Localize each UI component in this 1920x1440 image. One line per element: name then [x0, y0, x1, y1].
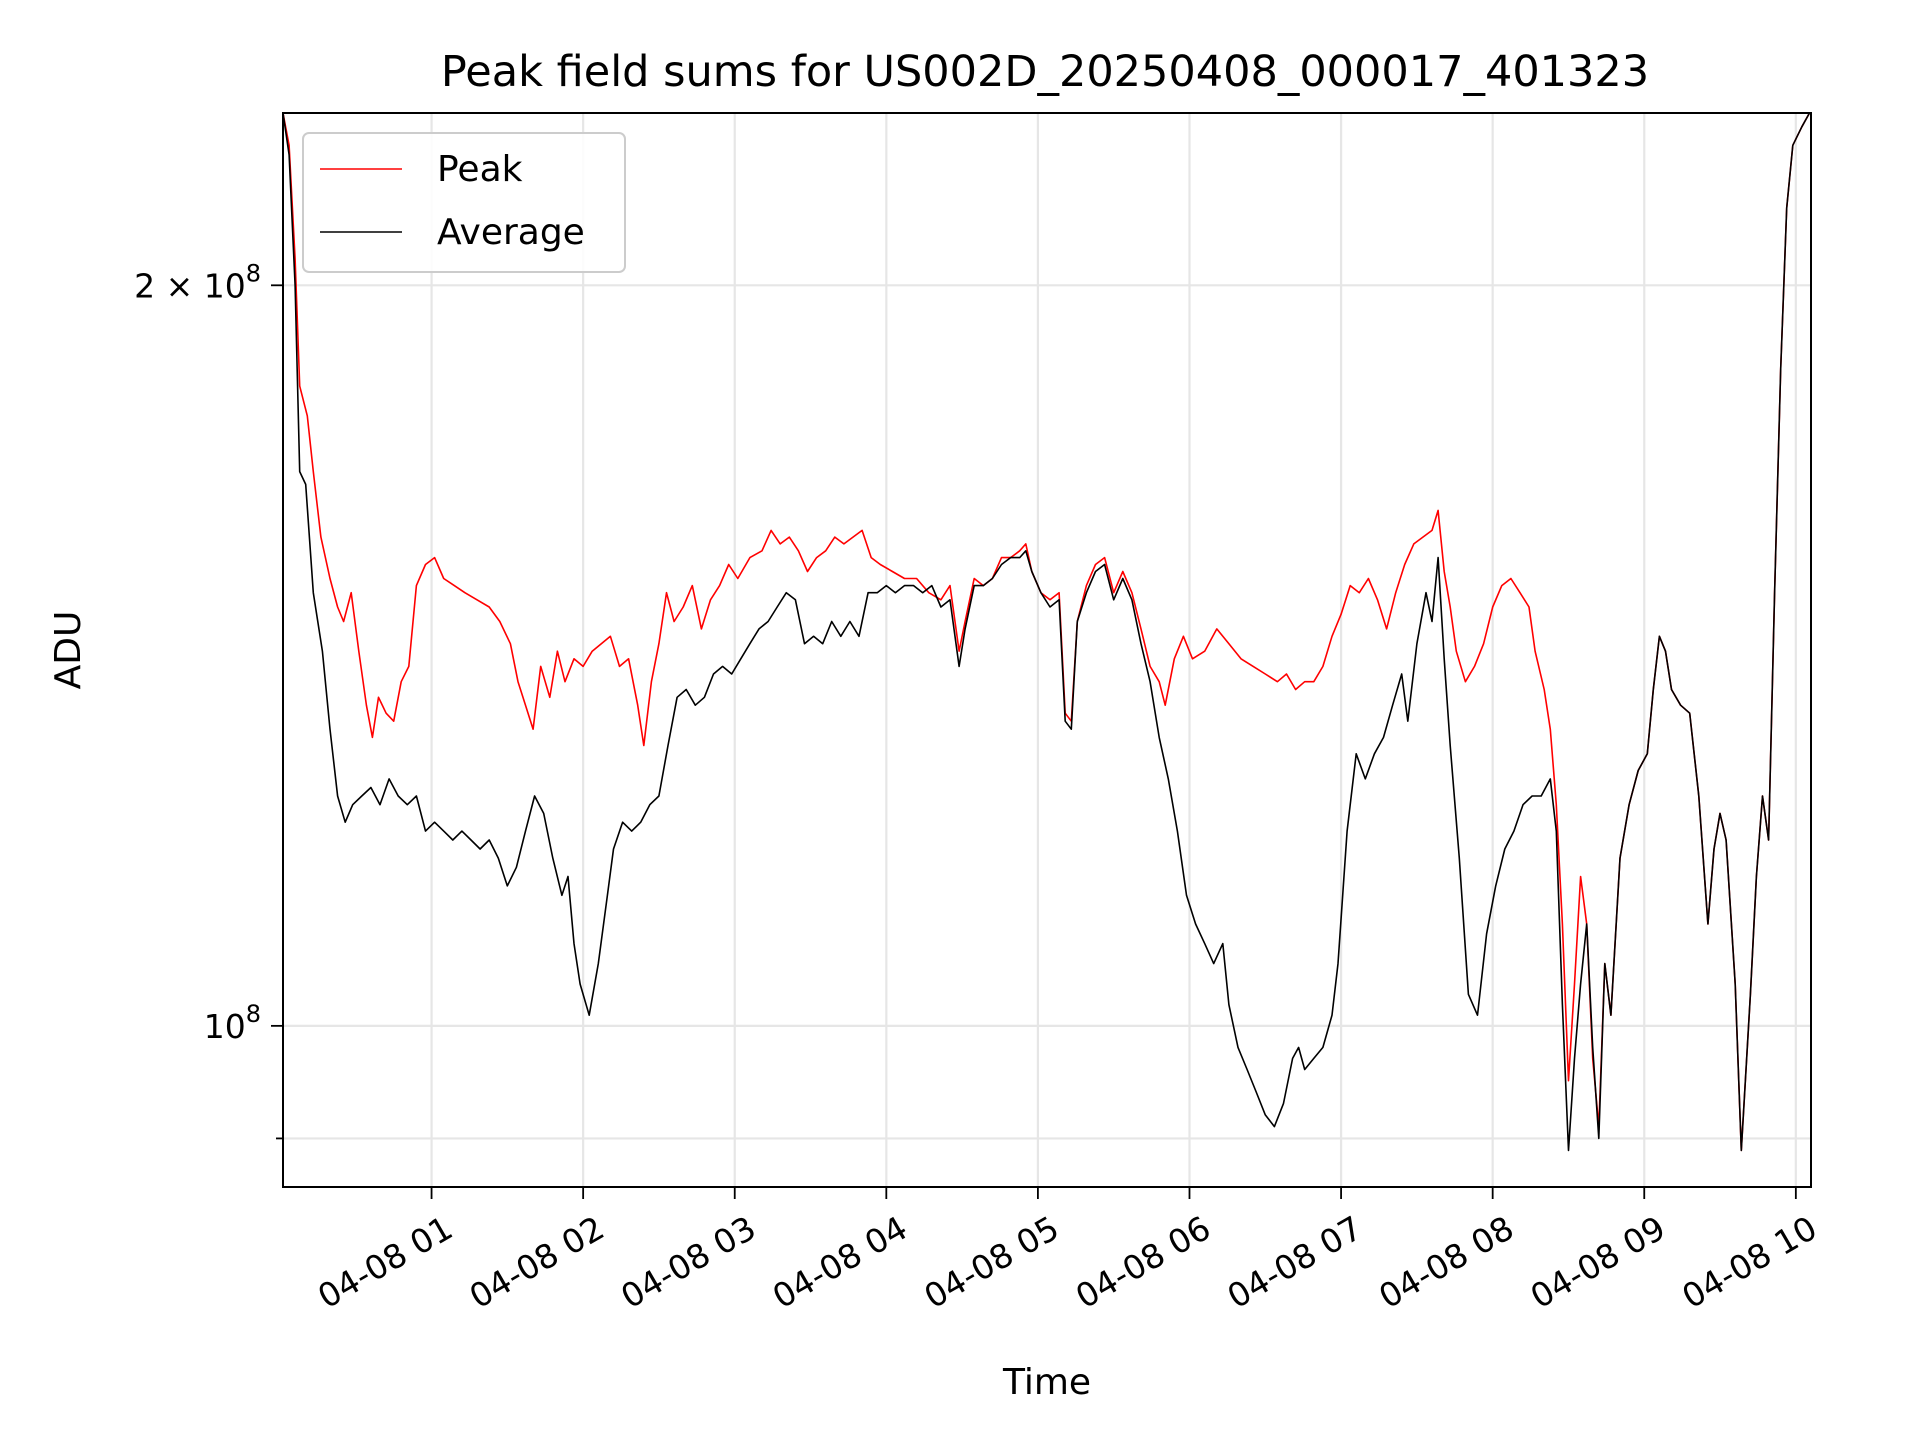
- x-tick-label: 04-08 06: [1069, 1208, 1217, 1316]
- x-tick-label: 04-08 02: [463, 1208, 611, 1316]
- y-axis-label: ADU: [48, 611, 89, 690]
- axis-ticks: 04-08 01 04-08 02 04-08 03 04-08 04 04-08 05…: [134, 259, 1823, 1316]
- plot-frame: [282, 112, 1812, 1188]
- x-tick-label: 04-08 03: [614, 1208, 762, 1316]
- series-lines: [283, 113, 1811, 1152]
- x-tick-label: 04-08 05: [917, 1208, 1065, 1316]
- legend: Peak Average: [302, 132, 626, 273]
- x-tick-label: 04-08 09: [1524, 1208, 1672, 1316]
- x-axis-label: Time: [1002, 1362, 1091, 1403]
- x-tick-label: 04-08 08: [1372, 1208, 1520, 1316]
- legend-label-average: Average: [437, 212, 585, 253]
- y-tick-label: 108: [204, 1000, 261, 1046]
- x-tick-label: 04-08 10: [1675, 1208, 1823, 1316]
- chart-title: Peak field sums for US002D_20250408_0000…: [441, 47, 1649, 97]
- series-line-average: [283, 113, 1811, 1152]
- x-tick-label: 04-08 07: [1221, 1208, 1369, 1316]
- y-tick-label: 2 × 108: [134, 259, 261, 305]
- x-tick-label: 04-08 01: [311, 1208, 459, 1316]
- x-tick-label: 04-08 04: [766, 1208, 914, 1316]
- legend-label-peak: Peak: [437, 149, 523, 190]
- legend-box: [302, 132, 626, 273]
